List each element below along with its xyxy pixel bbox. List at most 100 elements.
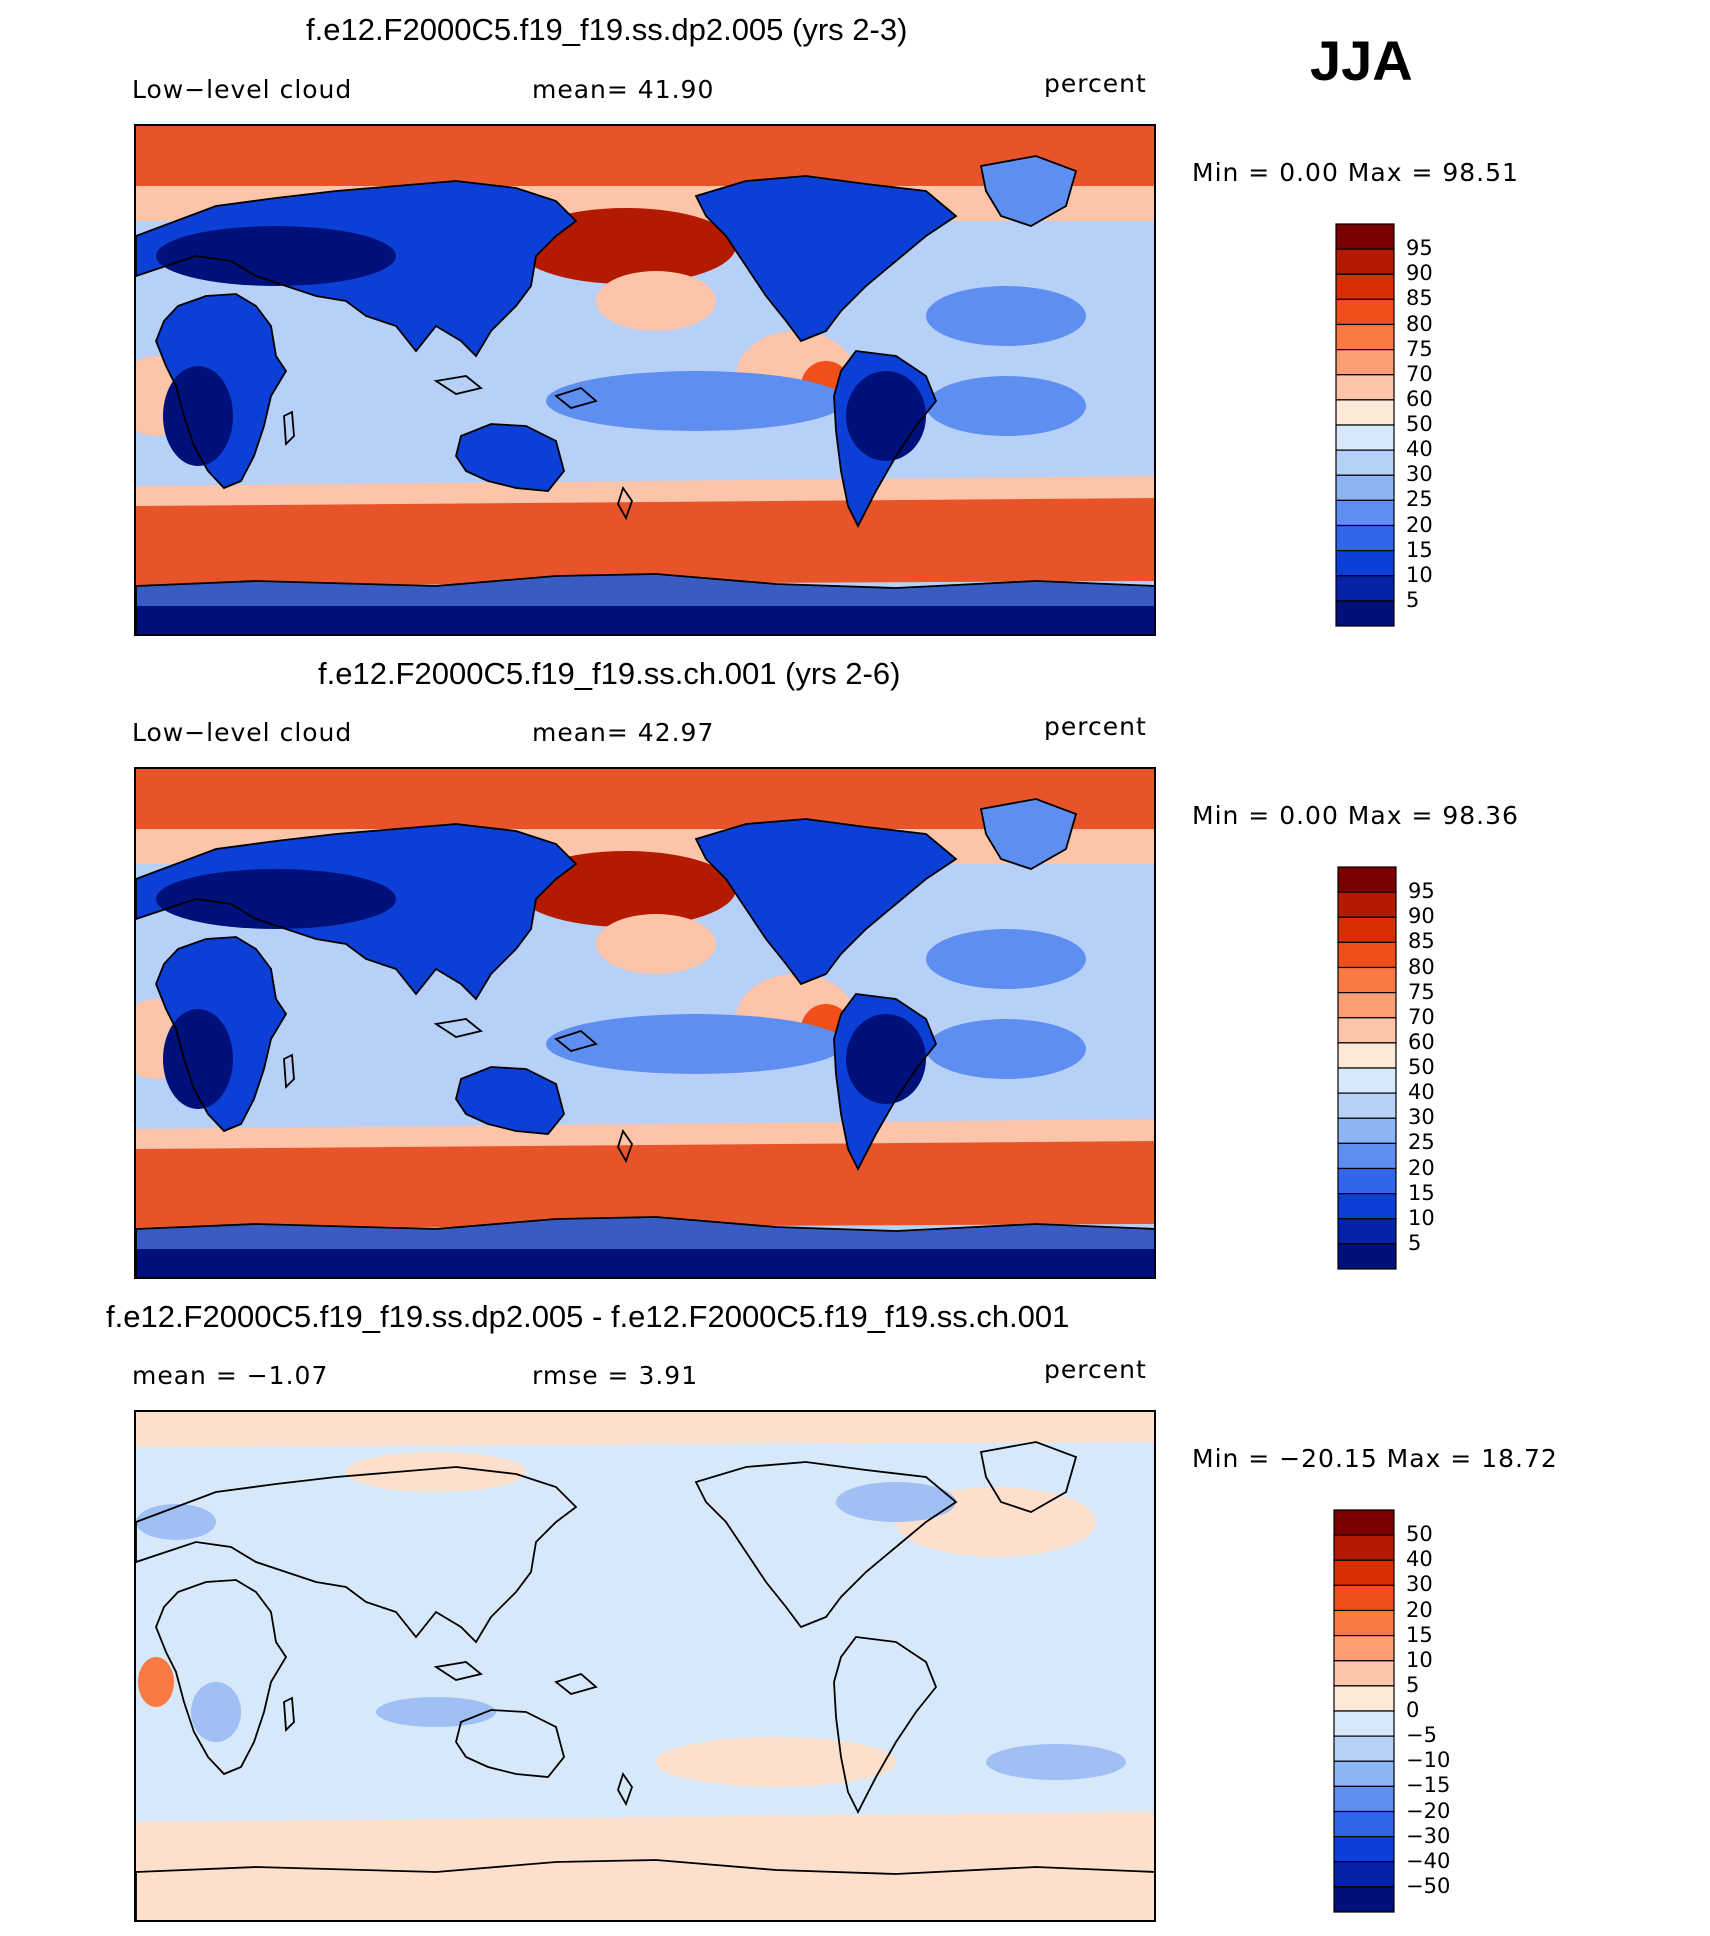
panel-1-min-max: Min = 0.00 Max = 98.51 — [1192, 158, 1519, 187]
colorbar-box — [1333, 1810, 1395, 1838]
colorbar-tick-label: 75 — [1408, 979, 1435, 1004]
panel-2-mean-label: mean= 42.97 — [532, 718, 715, 747]
colorbar-box — [1337, 941, 1397, 969]
colorbar-tick-label: 85 — [1406, 286, 1433, 311]
colorbar-box — [1333, 1584, 1395, 1612]
colorbar-tick-label: −10 — [1406, 1748, 1451, 1773]
colorbar-box — [1337, 1067, 1397, 1094]
colorbar-tick-label: 60 — [1408, 1029, 1435, 1054]
colorbar-tick-label: −50 — [1406, 1873, 1451, 1898]
panel-3-units-label: percent — [1044, 1355, 1147, 1384]
colorbar-box — [1333, 1685, 1395, 1712]
colorbar-box — [1337, 1193, 1397, 1220]
colorbar-tick-label: 60 — [1406, 386, 1433, 411]
colorbar-box — [1335, 524, 1395, 552]
colorbar-box — [1337, 1167, 1397, 1195]
colorbar-tick-label: 5 — [1406, 587, 1420, 612]
coastlines — [136, 155, 1154, 634]
colorbar-box — [1333, 1861, 1395, 1888]
colorbar-tick-label: 90 — [1408, 904, 1435, 929]
panel-3-rmse-label: rmse = 3.91 — [532, 1361, 699, 1390]
colorbar-box — [1337, 992, 1397, 1019]
colorbar-tick-label: 30 — [1408, 1105, 1435, 1130]
panel-3-map — [134, 1410, 1156, 1922]
colorbar-tick-label: 30 — [1406, 1572, 1433, 1597]
colorbar-tick-label: 85 — [1408, 929, 1435, 954]
colorbar-tick-label: −15 — [1406, 1773, 1451, 1798]
colorbar-tick-label: 50 — [1408, 1055, 1435, 1079]
colorbar-tick-label: 10 — [1406, 562, 1433, 587]
panel-2-title: f.e12.F2000C5.f19_f19.ss.ch.001 (yrs 2-6… — [318, 656, 901, 691]
panel-3-title: f.e12.F2000C5.f19_f19.ss.dp2.005 - f.e12… — [106, 1299, 1070, 1334]
colorbar-box — [1335, 349, 1395, 376]
colorbar-tick-label: 95 — [1408, 879, 1435, 904]
colorbar-tick-label: 20 — [1406, 512, 1433, 537]
colorbar-box — [1333, 1785, 1395, 1813]
colorbar-tick-label: −5 — [1406, 1723, 1437, 1748]
colorbar-box — [1335, 499, 1395, 527]
colorbar-box — [1335, 374, 1395, 401]
colorbar-tick-label: 20 — [1406, 1597, 1433, 1622]
colorbar-tick-label: 75 — [1406, 336, 1433, 361]
panel-2-map — [134, 767, 1156, 1279]
colorbar-box — [1333, 1509, 1395, 1536]
panel-1-title: f.e12.F2000C5.f19_f19.ss.dp2.005 (yrs 2-… — [306, 12, 908, 47]
colorbar-box — [1335, 273, 1395, 300]
colorbar-box — [1333, 1710, 1395, 1737]
colorbar-tick-label: 50 — [1406, 412, 1433, 436]
colorbar-tick-label: 10 — [1408, 1205, 1435, 1230]
colorbar-box — [1335, 424, 1395, 451]
colorbar-box — [1337, 1142, 1397, 1170]
colorbar-tick-label: 80 — [1406, 311, 1433, 336]
colorbar-tick-label: 30 — [1406, 462, 1433, 487]
colorbar-box — [1335, 248, 1395, 275]
panel-1-units-label: percent — [1044, 69, 1147, 98]
colorbar-box — [1337, 1092, 1397, 1119]
colorbar-box — [1337, 1243, 1397, 1270]
colorbar-box — [1337, 1042, 1397, 1069]
colorbar-box — [1337, 891, 1397, 918]
colorbar-box — [1333, 1886, 1395, 1913]
colorbar-box — [1335, 399, 1395, 426]
colorbar-tick-label: 40 — [1406, 1547, 1433, 1572]
colorbar-tick-label: 70 — [1406, 361, 1433, 386]
colorbar-box — [1337, 1218, 1397, 1245]
panel-1-map — [134, 124, 1156, 636]
colorbar-tick-label: 15 — [1406, 537, 1433, 562]
colorbar-box — [1333, 1735, 1395, 1762]
colorbar-box — [1337, 1017, 1397, 1044]
colorbar-tick-label: 50 — [1406, 1522, 1433, 1547]
colorbar-tick-label: 40 — [1408, 1080, 1435, 1105]
colorbar-box — [1333, 1836, 1395, 1863]
colorbar-box — [1333, 1559, 1395, 1586]
colorbar-tick-label: −30 — [1406, 1823, 1451, 1848]
colorbar-box — [1335, 323, 1395, 351]
colorbar-box — [1335, 474, 1395, 501]
panel-2-variable-label: Low−level cloud — [132, 718, 353, 747]
colorbar-box — [1333, 1760, 1395, 1787]
colorbar-box — [1335, 298, 1395, 326]
colorbar-box — [1335, 600, 1395, 627]
colorbar-box — [1333, 1534, 1395, 1561]
colorbar-tick-label: 5 — [1406, 1672, 1420, 1697]
colorbar-box — [1333, 1635, 1395, 1662]
colorbar-tick-label: 25 — [1406, 487, 1433, 512]
colorbar-box — [1335, 449, 1395, 476]
colorbar-box — [1337, 966, 1397, 994]
colorbar-tick-label: 80 — [1408, 954, 1435, 979]
colorbar-box — [1337, 866, 1397, 893]
colorbar-box — [1337, 1117, 1397, 1144]
colorbar-tick-label: −20 — [1406, 1798, 1451, 1823]
colorbar-box — [1335, 575, 1395, 602]
colorbar-tick-label: 95 — [1406, 236, 1433, 261]
panel-3-min-max: Min = −20.15 Max = 18.72 — [1192, 1444, 1558, 1473]
colorbar-tick-label: 90 — [1406, 261, 1433, 286]
panel-2-units-label: percent — [1044, 712, 1147, 741]
colorbar-box — [1335, 550, 1395, 577]
panel-1-mean-label: mean= 41.90 — [532, 75, 715, 104]
colorbar-tick-label: 25 — [1408, 1130, 1435, 1155]
panel-2-min-max: Min = 0.00 Max = 98.36 — [1192, 801, 1519, 830]
colorbar-tick-label: 10 — [1406, 1647, 1433, 1672]
colorbar-tick-label: −40 — [1406, 1848, 1451, 1873]
season-label: JJA — [1310, 29, 1413, 92]
